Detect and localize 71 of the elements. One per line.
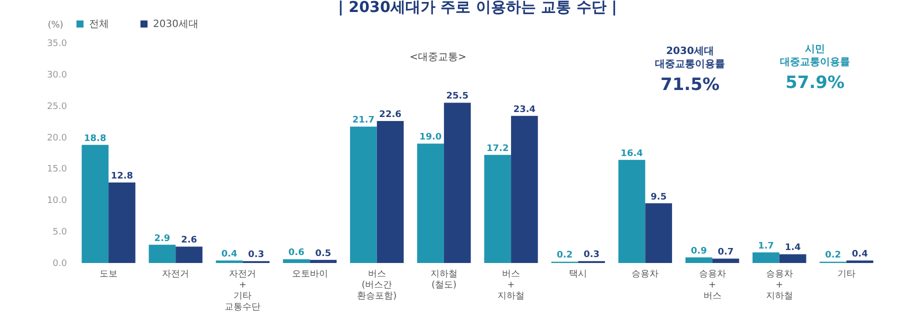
x-tick-label: 오토바이 xyxy=(292,270,328,280)
bar xyxy=(376,120,404,263)
bar xyxy=(752,252,780,263)
data-label: 1.4 xyxy=(784,243,801,254)
y-tick-label: 0.0 xyxy=(52,259,68,269)
bar xyxy=(511,116,538,263)
data-label: 22.6 xyxy=(379,110,402,120)
data-label: 0.4 xyxy=(221,249,238,260)
bar xyxy=(618,160,646,263)
annotation: 2030세대 대중교통이용률 71.5% xyxy=(655,46,725,95)
y-tick-label: 10.0 xyxy=(46,196,68,206)
y-axis-title: (%) xyxy=(48,20,64,30)
data-label: 23.4 xyxy=(513,104,536,115)
x-tick-label: 버스 (버스간 환승포함) xyxy=(357,270,397,302)
x-tick-label: 지하철 (철도) xyxy=(430,270,458,290)
data-label: 0.7 xyxy=(718,248,734,258)
legend-label: 2030세대 xyxy=(153,19,198,30)
data-label: 17.2 xyxy=(486,144,509,154)
y-tick-label: 30.0 xyxy=(46,70,68,80)
bar xyxy=(108,182,136,263)
data-label: 0.6 xyxy=(288,248,304,258)
data-label: 18.8 xyxy=(84,134,106,144)
x-tick-label: 택시 xyxy=(569,270,588,280)
bar xyxy=(645,203,672,263)
data-label: 9.5 xyxy=(650,192,667,202)
x-tick-label: 도보 xyxy=(100,270,118,280)
data-label: 0.5 xyxy=(315,248,332,259)
data-label: 25.5 xyxy=(446,92,468,102)
x-tick-label: 승용차 + 버스 xyxy=(698,270,726,302)
data-label: 0.2 xyxy=(556,250,573,261)
data-label: 0.2 xyxy=(825,250,842,261)
data-label: 1.7 xyxy=(758,241,774,252)
data-label: 2.6 xyxy=(181,236,198,246)
bar xyxy=(846,260,874,263)
bar xyxy=(484,154,512,263)
x-tick-label: 기타 xyxy=(837,270,856,280)
bar xyxy=(176,246,202,263)
y-tick-label: 5.0 xyxy=(52,228,68,238)
data-label: 0.9 xyxy=(690,246,707,256)
bar xyxy=(310,260,337,263)
bar xyxy=(444,102,471,263)
x-tick-label: 승용차 xyxy=(632,270,659,280)
data-label: 0.3 xyxy=(584,250,600,260)
data-label: 12.8 xyxy=(110,172,134,182)
bar xyxy=(148,244,176,263)
y-tick-label: 20.0 xyxy=(46,133,68,144)
bar xyxy=(82,144,109,263)
bar xyxy=(685,257,712,263)
bar xyxy=(282,259,310,263)
data-label: 21.7 xyxy=(352,116,375,126)
bar xyxy=(350,126,377,263)
bar xyxy=(417,144,444,263)
bar xyxy=(712,258,740,263)
data-label: 0.4 xyxy=(852,249,868,260)
x-tick-label: 승용차 + 지하철 xyxy=(766,270,793,302)
data-label: 16.4 xyxy=(620,148,643,159)
bar xyxy=(779,254,806,263)
data-label: 19.0 xyxy=(419,132,442,143)
data-label: 2.9 xyxy=(154,234,170,244)
y-tick-label: 35.0 xyxy=(46,39,68,49)
annotation: <대중교통> xyxy=(410,52,466,63)
x-tick-label: 버스 + 지하철 xyxy=(498,270,525,302)
y-tick-label: 15.0 xyxy=(46,164,68,175)
bar xyxy=(216,260,243,263)
chart-title: | 2030세대가 주로 이용하는 교통 수단 | xyxy=(338,0,618,16)
x-tick-label: 자전거 xyxy=(162,270,190,280)
annotation: 시민 대중교통이용률 57.9% xyxy=(780,44,850,93)
legend-label: 전체 xyxy=(89,19,109,30)
x-tick-label: 자전거 + 기타 교통수단 xyxy=(224,270,261,312)
data-label: 0.3 xyxy=(248,250,264,260)
y-tick-label: 25.0 xyxy=(46,102,68,112)
